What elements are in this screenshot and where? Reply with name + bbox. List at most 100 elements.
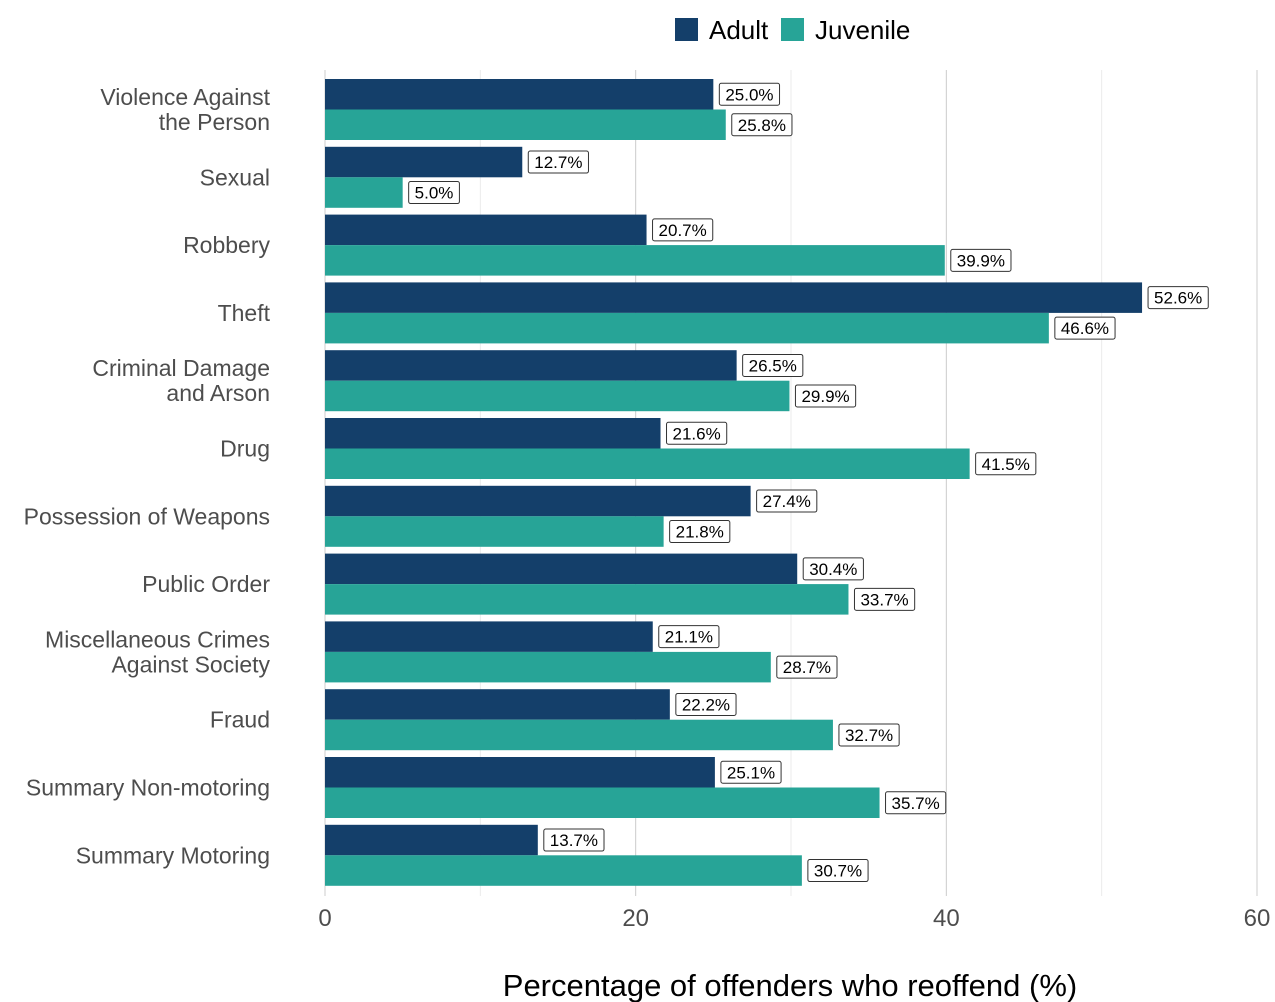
data-label-box xyxy=(720,760,782,784)
bar-adult xyxy=(325,418,661,449)
data-label-text: 20.7% xyxy=(659,221,707,240)
data-label: 41.5% xyxy=(975,452,1037,476)
data-label-text: 52.6% xyxy=(1154,289,1202,308)
data-label-box xyxy=(975,452,1037,476)
data-label-text: 32.7% xyxy=(845,726,893,745)
data-label-box xyxy=(742,353,804,377)
data-label: 5.0% xyxy=(408,181,460,205)
data-label-text: 22.2% xyxy=(682,695,730,714)
data-label-text: 25.1% xyxy=(727,763,775,782)
legend-swatch-adult xyxy=(675,18,698,41)
data-label-box xyxy=(838,723,900,747)
bar-juvenile xyxy=(325,584,849,615)
data-label: 12.7% xyxy=(527,150,589,174)
data-label-text: 21.6% xyxy=(673,424,721,443)
data-label: 20.7% xyxy=(652,218,714,242)
data-label-box xyxy=(527,150,589,174)
category-label: the Person xyxy=(159,109,270,135)
data-label-text: 41.5% xyxy=(982,455,1030,474)
data-label-box xyxy=(731,113,793,137)
data-label-text: 28.7% xyxy=(783,658,831,677)
data-label-box xyxy=(669,520,731,544)
data-label-box xyxy=(885,791,947,815)
bar-adult xyxy=(325,824,538,856)
data-label-box xyxy=(408,181,460,205)
data-label-box xyxy=(666,421,728,445)
category-label: Against Society xyxy=(111,651,270,677)
category-label: Criminal Damage xyxy=(92,355,270,381)
data-label-text: 27.4% xyxy=(763,492,811,511)
data-label: 28.7% xyxy=(776,655,838,679)
category-label: Sexual xyxy=(200,164,270,190)
bar-juvenile xyxy=(325,516,664,547)
data-label: 21.1% xyxy=(658,625,720,649)
data-label: 25.8% xyxy=(731,113,793,137)
data-label-box xyxy=(807,859,869,883)
data-label-text: 12.7% xyxy=(534,153,582,172)
bar-adult xyxy=(325,553,798,585)
category-label: Miscellaneous Crimes xyxy=(45,626,270,652)
x-tick-label: 0 xyxy=(318,905,331,932)
data-label-box xyxy=(794,384,857,408)
data-label-text: 21.8% xyxy=(676,523,724,542)
data-label-text: 26.5% xyxy=(749,356,797,375)
bar-juvenile xyxy=(325,177,403,208)
data-label: 25.0% xyxy=(718,82,781,106)
data-label: 13.7% xyxy=(543,828,605,852)
category-label: Summary Motoring xyxy=(76,842,270,868)
category-label: Drug xyxy=(220,436,270,462)
category-label: and Arson xyxy=(166,380,270,406)
bar-adult xyxy=(325,282,1143,313)
x-tick-label: 60 xyxy=(1244,905,1271,932)
data-label-box xyxy=(1147,286,1209,310)
bar-juvenile xyxy=(325,109,726,140)
category-label: Public Order xyxy=(142,571,270,597)
data-label: 33.7% xyxy=(853,587,916,611)
data-label-text: 5.0% xyxy=(415,184,454,203)
bar-juvenile xyxy=(325,312,1049,344)
data-label: 35.7% xyxy=(885,791,947,815)
legend-label-adult: Adult xyxy=(709,15,769,45)
x-axis: 0 20 40 60 xyxy=(318,905,1270,932)
bar-juvenile xyxy=(325,651,771,683)
data-label-box xyxy=(802,557,864,581)
data-label-box xyxy=(658,625,720,649)
data-label-text: 46.6% xyxy=(1061,319,1109,338)
bar-juvenile xyxy=(325,245,945,276)
bar-adult xyxy=(325,79,714,110)
data-label: 21.6% xyxy=(666,421,728,445)
legend-label-juvenile: Juvenile xyxy=(815,15,910,45)
data-label: 21.8% xyxy=(669,520,731,544)
bar-adult xyxy=(325,214,647,246)
category-label: Theft xyxy=(218,300,271,326)
category-label: Robbery xyxy=(183,232,270,258)
data-label-box xyxy=(756,489,818,513)
category-label: Summary Non-motoring xyxy=(26,775,270,801)
legend-swatch-juvenile xyxy=(781,18,804,41)
data-label-text: 21.1% xyxy=(665,628,713,647)
bar-adult xyxy=(325,757,715,788)
x-axis-title: Percentage of offenders who reoffend (%) xyxy=(503,968,1077,1002)
data-label-text: 30.4% xyxy=(809,560,857,579)
data-label: 29.9% xyxy=(794,384,857,408)
data-label: 26.5% xyxy=(742,353,804,377)
data-label-box xyxy=(776,655,838,679)
data-label-text: 25.8% xyxy=(738,116,786,135)
data-label: 46.6% xyxy=(1054,316,1116,340)
data-labels: 25.0% 25.8% 12.7% 5.0% 20.7% 39.9% 52.6% 46.6% 2… xyxy=(408,82,1209,883)
category-label: Possession of Weapons xyxy=(24,503,270,529)
category-label: Fraud xyxy=(210,707,270,733)
data-label-box xyxy=(652,218,714,242)
data-label: 30.4% xyxy=(802,557,864,581)
data-label-text: 25.0% xyxy=(725,85,773,104)
data-label-text: 33.7% xyxy=(860,590,908,609)
bar-juvenile xyxy=(325,719,833,751)
bar-adult xyxy=(325,350,737,381)
data-label-box xyxy=(853,587,916,611)
data-label: 25.1% xyxy=(720,760,782,784)
data-label-text: 35.7% xyxy=(892,794,940,813)
data-label-text: 29.9% xyxy=(801,387,849,406)
legend: Adult Juvenile xyxy=(675,15,910,45)
